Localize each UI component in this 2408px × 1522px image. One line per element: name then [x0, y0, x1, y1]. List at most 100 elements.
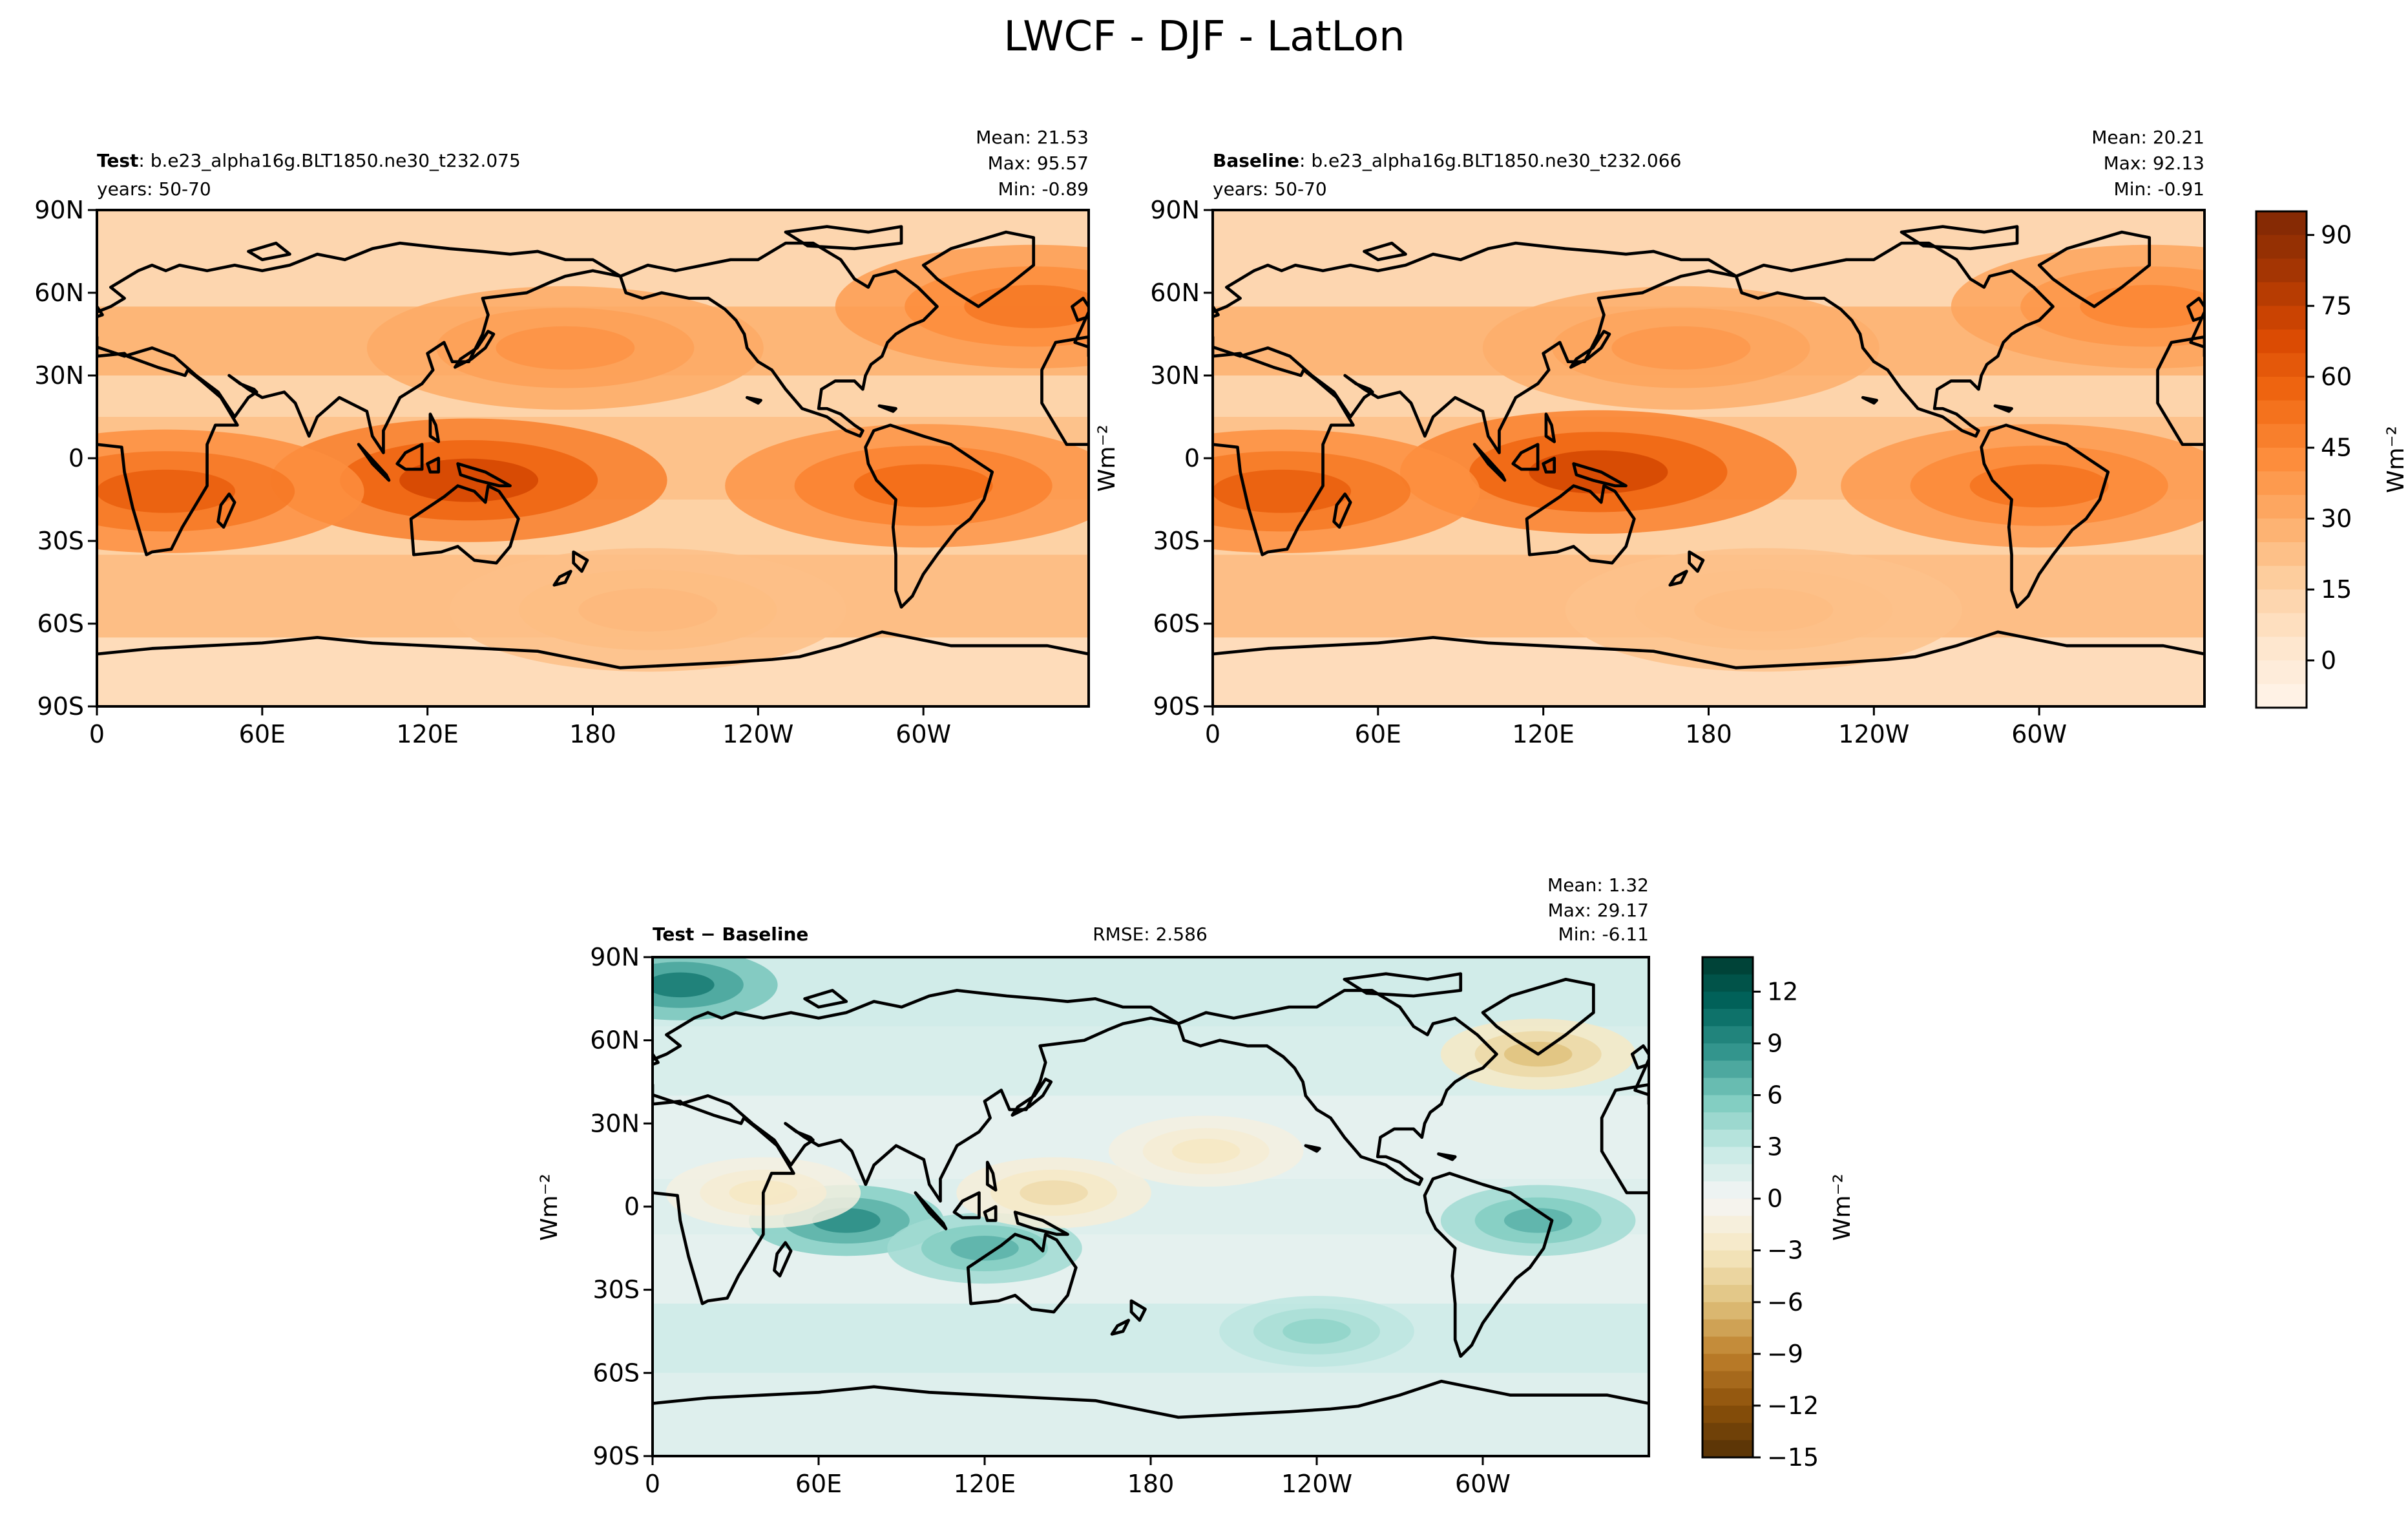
field-feature — [1171, 1139, 1241, 1164]
colorbar-frame — [2255, 210, 2308, 709]
lat-tick-label: 30S — [1153, 527, 1200, 555]
lon-tick-label: 0 — [89, 720, 105, 748]
field-band — [653, 1304, 1649, 1373]
field-feature — [1503, 1208, 1573, 1233]
field-feature — [2080, 284, 2204, 328]
colorbar-segment — [2256, 353, 2307, 377]
field-feature — [1283, 1318, 1351, 1344]
field-feature — [950, 1236, 1019, 1261]
colorbar-segment — [1702, 1371, 1753, 1389]
colorbar-segment — [1702, 1388, 1753, 1406]
colorbar-segment — [1702, 991, 1753, 1009]
lat-tick-label: 0 — [1184, 444, 1200, 472]
colorbar-segment — [1702, 1112, 1753, 1130]
lon-tick-label: 180 — [569, 720, 616, 748]
lat-tick-label: 60S — [593, 1358, 640, 1387]
colorbar-segment — [1702, 1061, 1753, 1079]
colorbar-segment — [1702, 1147, 1753, 1165]
baseline-max: Max: 92.13 — [2104, 153, 2204, 174]
colorbar-segment — [1702, 957, 1753, 975]
diff-max: Max: 29.17 — [1548, 900, 1649, 921]
test-mean: Mean: 21.53 — [976, 127, 1089, 148]
colorbar-segment — [1702, 1043, 1753, 1061]
colorbar-segment — [1702, 1250, 1753, 1269]
lat-tick-label: 90S — [593, 1442, 640, 1470]
colorbar-tick-label: −6 — [1767, 1288, 1803, 1316]
colorbar-segment — [2256, 613, 2307, 637]
lon-tick-label: 60E — [795, 1470, 842, 1498]
lon-tick-label: 120W — [722, 720, 793, 748]
lat-tick-label: 90N — [34, 196, 84, 224]
baseline-min: Min: -0.91 — [2114, 178, 2204, 200]
colorbar-segment — [1702, 1095, 1753, 1113]
colorbar-tick-label: 75 — [2321, 291, 2352, 320]
lon-tick-label: 0 — [645, 1470, 660, 1498]
field-feature — [1213, 469, 1352, 513]
colorbar-segment — [2256, 494, 2307, 520]
baseline-mean: Mean: 20.21 — [2091, 127, 2204, 148]
colorbar-tick-label: −15 — [1767, 1443, 1819, 1472]
baseline-ylabel: Wm⁻² — [1094, 425, 1120, 492]
lat-tick-label: 90N — [1150, 196, 1200, 224]
lat-tick-label: 60N — [590, 1026, 640, 1055]
colorbar-segment — [1702, 1164, 1753, 1182]
colorbar-segment — [1702, 1440, 1753, 1458]
colorbar-segment — [2256, 306, 2307, 330]
colorbar-segment — [2256, 282, 2307, 306]
colorbar-segment — [1702, 974, 1753, 992]
colorbar-tick-label: 60 — [2321, 363, 2352, 391]
colorbar-segment — [2256, 400, 2307, 425]
colorbar-segment — [2256, 447, 2307, 472]
test-years: years: 50-70 — [97, 178, 211, 200]
field-feature — [399, 458, 539, 502]
colorbar-frame — [1701, 956, 1754, 1459]
field-feature — [964, 284, 1089, 328]
lon-tick-label: 180 — [1685, 720, 1732, 748]
colorbar-segment — [1702, 1198, 1753, 1216]
lat-tick-label: 30S — [37, 527, 84, 555]
colorbar-segment — [1702, 1233, 1753, 1251]
lon-tick-label: 60W — [895, 720, 951, 748]
colorbar-label: Wm⁻² — [1829, 1174, 1856, 1241]
colorbar-segment — [1702, 1216, 1753, 1234]
colorbar-tick-label: 3 — [1767, 1133, 1783, 1161]
test-max: Max: 95.57 — [988, 153, 1089, 174]
lon-tick-label: 120E — [396, 720, 459, 748]
colorbar-segment — [2256, 235, 2307, 259]
colorbar-tick-label: 6 — [1767, 1081, 1783, 1110]
colorbar-segment — [2256, 565, 2307, 590]
field-feature — [653, 972, 715, 998]
colorbar-segment — [1702, 1319, 1753, 1337]
lon-tick-label: 60W — [1455, 1470, 1511, 1498]
colorbar-tick-label: 9 — [1767, 1029, 1783, 1057]
colorbar-segment — [1702, 1285, 1753, 1303]
lat-tick-label: 0 — [624, 1192, 640, 1221]
baseline-label: Baseline: b.e23_alpha16g.BLT1850.ne30_t2… — [1213, 150, 1681, 171]
field-feature — [1969, 464, 2109, 508]
lat-tick-label: 90N — [590, 943, 640, 971]
field-feature — [97, 469, 236, 513]
baseline-years: years: 50-70 — [1213, 178, 1327, 200]
colorbar-diff: 12 9 6 3 0 −3 −6 −9 −12 −15 Wm⁻² — [1701, 956, 1856, 1472]
field-feature — [1694, 588, 1834, 632]
lon-tick-label: 120W — [1281, 1470, 1352, 1498]
colorbar-segment — [1702, 1009, 1753, 1027]
diff-ylabel: Wm⁻² — [536, 1174, 563, 1241]
colorbar-segment — [1702, 1026, 1753, 1044]
colorbar-segment — [2256, 637, 2307, 661]
field-feature — [853, 464, 993, 508]
diff-label: Test − Baseline — [653, 924, 808, 945]
figure-title: LWCF - DJF - LatLon — [1003, 13, 1405, 61]
lon-tick-label: 60W — [2011, 720, 2067, 748]
colorbar-segment — [1702, 1302, 1753, 1320]
lat-tick-label: 90S — [37, 692, 84, 721]
colorbar-tick-label: 0 — [1767, 1185, 1783, 1213]
colorbar-segment — [1702, 1337, 1753, 1355]
lat-tick-label: 30S — [593, 1276, 640, 1304]
colorbar-tick-label: 45 — [2321, 434, 2352, 462]
colorbar-segment — [2256, 424, 2307, 449]
diff-min: Min: -6.11 — [1558, 924, 1649, 945]
field-feature — [1611, 326, 1751, 370]
colorbar-tick-label: −3 — [1767, 1236, 1803, 1265]
